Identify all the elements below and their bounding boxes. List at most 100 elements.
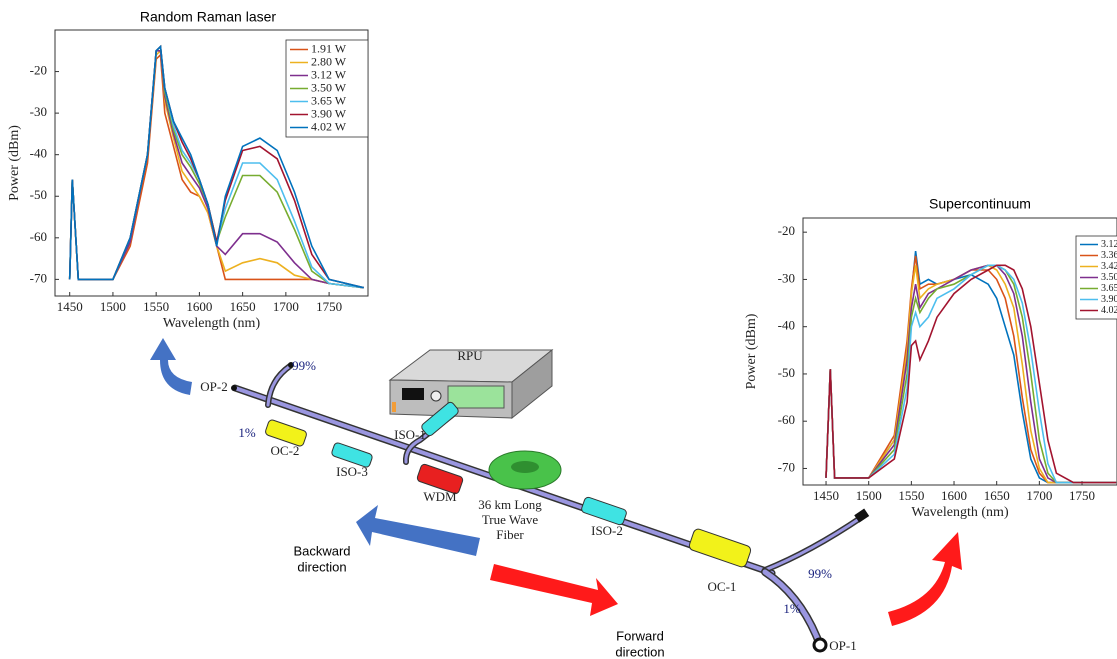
series-line xyxy=(825,264,1117,484)
x-tick-label: 1450 xyxy=(57,299,83,314)
series-line xyxy=(825,264,1117,484)
wdm xyxy=(416,463,464,495)
components xyxy=(265,401,752,568)
arrow xyxy=(888,532,962,626)
x-tick-label: 1700 xyxy=(1026,488,1052,503)
label: WDM xyxy=(423,489,457,504)
legend-label: 3.50 W xyxy=(1101,272,1117,283)
y-tick-label: -20 xyxy=(30,63,47,78)
label: Fiber xyxy=(496,527,524,542)
coupler xyxy=(688,528,752,568)
x-tick-label: 1650 xyxy=(984,488,1010,503)
y-tick-label: -50 xyxy=(30,187,47,202)
isolator xyxy=(421,401,459,437)
x-tick-label: 1450 xyxy=(813,488,839,503)
y-tick-label: -50 xyxy=(778,365,795,380)
arrow xyxy=(150,338,192,395)
setup-diagram: RPU OP-2 99% 1% OC-2 ISO-3 ISO-1 WDM 36 … xyxy=(150,338,962,659)
coupler xyxy=(265,419,307,447)
legend-label: 3.90 W xyxy=(1101,294,1117,305)
series-line xyxy=(825,250,1117,484)
legend-label: 2.80 W xyxy=(311,54,347,68)
y-tick-label: -60 xyxy=(30,229,47,244)
port xyxy=(288,362,294,368)
label: True Wave xyxy=(482,512,539,527)
fiber xyxy=(231,363,865,644)
legend-label: 3.50 W xyxy=(311,80,347,94)
label: ISO-3 xyxy=(336,464,368,479)
chart: Supercontinuum Power (dBm) Wavelength (nm)… xyxy=(744,196,1117,520)
label: OC-2 xyxy=(271,443,300,458)
legend-label: 4.02 W xyxy=(311,119,347,133)
series-line xyxy=(68,44,364,289)
label: OC-1 xyxy=(708,579,737,594)
legend-label: 3.65 W xyxy=(1101,283,1117,294)
x-tick-label: 1500 xyxy=(856,488,882,503)
y-tick-label: -60 xyxy=(778,412,795,427)
label: Backward xyxy=(293,543,350,558)
legend-label: 3.12 W xyxy=(1101,239,1117,250)
chart-title: Random Raman laser xyxy=(140,9,277,25)
connector xyxy=(812,637,828,653)
legend-label: 3.90 W xyxy=(311,106,347,120)
label: 1% xyxy=(783,601,801,616)
legend-label: 4.02 W xyxy=(1101,305,1117,316)
chart: Random Raman laser Power (dBm) Wavelength … xyxy=(7,9,369,331)
label: OP-1 xyxy=(829,638,856,653)
label: 99% xyxy=(808,566,832,581)
y-tick-label: -40 xyxy=(30,146,47,161)
y-axis-label: Power (dBm) xyxy=(744,313,759,389)
legend-label: 3.36 W xyxy=(1101,250,1117,261)
x-axis-label: Wavelength (nm) xyxy=(911,505,1009,520)
plot-frame xyxy=(54,29,369,297)
y-tick-label: -70 xyxy=(30,270,47,285)
series-group xyxy=(825,250,1117,484)
series-line xyxy=(825,264,1117,484)
y-tick-label: -30 xyxy=(30,104,47,119)
y-tick-label: -30 xyxy=(778,270,795,285)
charts: Random Raman laser Power (dBm) Wavelength … xyxy=(7,9,1117,520)
label: Forward xyxy=(616,628,664,643)
y-tick-label: -40 xyxy=(778,318,795,333)
plot-frame xyxy=(802,217,1117,486)
label: 36 km Long xyxy=(478,497,542,512)
series-group xyxy=(68,44,364,289)
y-axis-label: Power (dBm) xyxy=(7,125,22,201)
connector xyxy=(854,508,870,523)
y-tick-label: -20 xyxy=(778,223,795,238)
port xyxy=(231,385,237,391)
label: 99% xyxy=(292,358,316,373)
chart-title: Supercontinuum xyxy=(929,196,1031,212)
legend-label: 3.42 W xyxy=(1101,261,1117,272)
x-tick-label: 1750 xyxy=(1069,488,1095,503)
x-tick-label: 1650 xyxy=(230,299,256,314)
series-line xyxy=(68,50,364,289)
x-tick-label: 1600 xyxy=(186,299,212,314)
legend-label: 3.12 W xyxy=(311,67,347,81)
isolator xyxy=(581,496,627,526)
x-tick-label: 1500 xyxy=(100,299,126,314)
series-line xyxy=(825,255,1117,484)
series-line xyxy=(68,53,364,289)
forward-arrow xyxy=(490,564,618,616)
label: 1% xyxy=(238,425,256,440)
x-tick-label: 1700 xyxy=(273,299,299,314)
label: direction xyxy=(615,644,664,659)
label: RPU xyxy=(457,348,483,363)
series-line xyxy=(825,264,1117,484)
series-line xyxy=(825,264,1117,484)
x-tick-label: 1550 xyxy=(143,299,169,314)
x-tick-label: 1750 xyxy=(316,299,342,314)
backward-arrow xyxy=(356,505,480,556)
x-tick-label: 1550 xyxy=(898,488,924,503)
label: OP-2 xyxy=(200,379,227,394)
label: direction xyxy=(297,559,346,574)
legend-label: 1.91 W xyxy=(311,41,347,55)
label: ISO-2 xyxy=(591,523,623,538)
y-tick-label: -70 xyxy=(778,459,795,474)
legend-label: 3.65 W xyxy=(311,93,347,107)
x-axis-label: Wavelength (nm) xyxy=(163,316,261,331)
rpu-box xyxy=(388,348,554,420)
x-tick-label: 1600 xyxy=(941,488,967,503)
